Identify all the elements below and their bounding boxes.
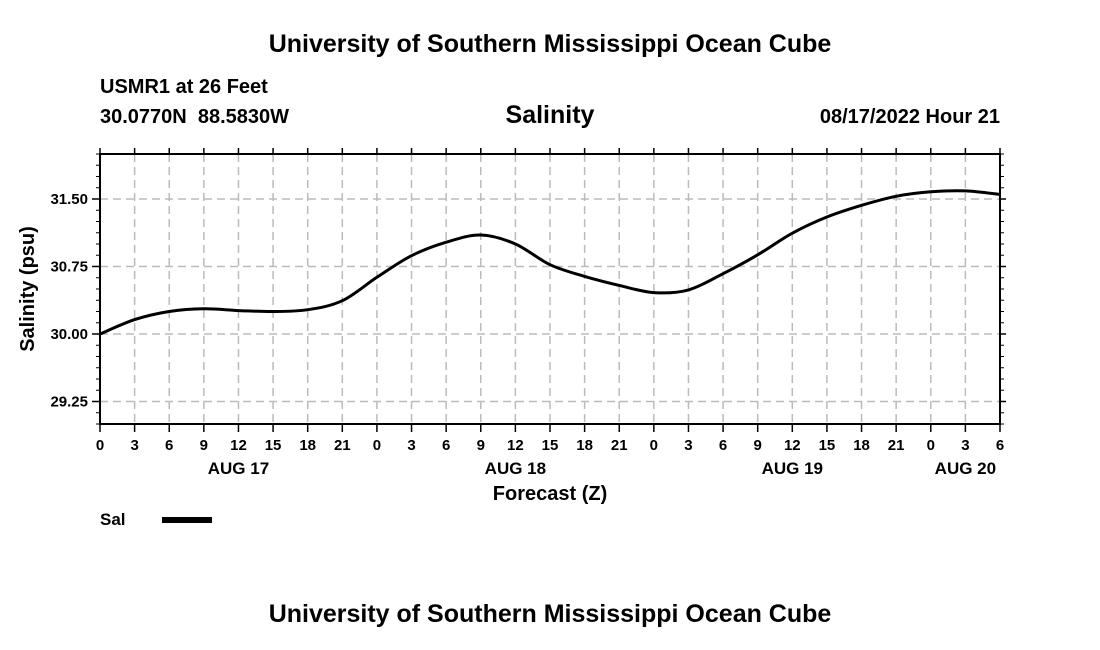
datetime-label: 08/17/2022 Hour 21 (819, 106, 1000, 128)
footer-title: University of Southern Mississippi Ocean… (268, 600, 832, 628)
station-label: USMR1 at 26 Feet (100, 76, 268, 98)
x-tick-label: 21 (888, 437, 905, 454)
x-tick-label: 0 (650, 437, 658, 454)
x-tick-label: 18 (299, 437, 316, 454)
x-tick-label: 6 (719, 437, 727, 454)
date-label: AUG 18 (485, 459, 546, 478)
x-tick-label: 6 (996, 437, 1004, 454)
x-tick-label: 3 (130, 437, 138, 454)
x-tick-label: 6 (442, 437, 450, 454)
x-tick-label: 12 (784, 437, 801, 454)
y-tick-label: 31.50 (50, 191, 88, 208)
date-label: AUG 17 (208, 459, 269, 478)
date-label: AUG 19 (762, 459, 823, 478)
series-line-salinity (99, 189, 1001, 336)
x-tick-label: 21 (611, 437, 628, 454)
coordinates-label: 30.0770N 88.5830W (100, 106, 290, 128)
x-tick-label: 9 (477, 437, 485, 454)
page-title: University of Southern Mississippi Ocean… (268, 30, 832, 58)
plot-frame (99, 153, 1001, 425)
date-label: AUG 20 (935, 459, 996, 478)
y-tick-label: 30.00 (50, 326, 88, 343)
x-tick-label: 12 (230, 437, 247, 454)
x-tick-label: 15 (819, 437, 836, 454)
chart-title: Salinity (505, 101, 595, 129)
x-tick-label: 18 (576, 437, 593, 454)
x-tick-label: 3 (407, 437, 415, 454)
x-tick-label: 12 (507, 437, 524, 454)
x-tick-label: 0 (373, 437, 381, 454)
x-tick-label: 15 (542, 437, 559, 454)
x-tick-label: 9 (754, 437, 762, 454)
x-axis-label: Forecast (Z) (493, 483, 607, 505)
legend-swatch (162, 517, 212, 523)
y-axis-label: Salinity (psu) (17, 226, 39, 352)
x-tick-label: 0 (96, 437, 104, 454)
x-tick-label: 21 (334, 437, 351, 454)
y-tick-label: 30.75 (50, 259, 88, 276)
x-tick-label: 18 (853, 437, 870, 454)
x-tick-label: 6 (165, 437, 173, 454)
legend-label: Sal (100, 510, 126, 529)
x-tick-label: 3 (961, 437, 969, 454)
x-tick-label: 9 (200, 437, 208, 454)
x-tick-label: 3 (684, 437, 692, 454)
y-tick-label: 29.25 (50, 394, 88, 411)
x-tick-label: 15 (265, 437, 282, 454)
x-tick-label: 0 (927, 437, 935, 454)
